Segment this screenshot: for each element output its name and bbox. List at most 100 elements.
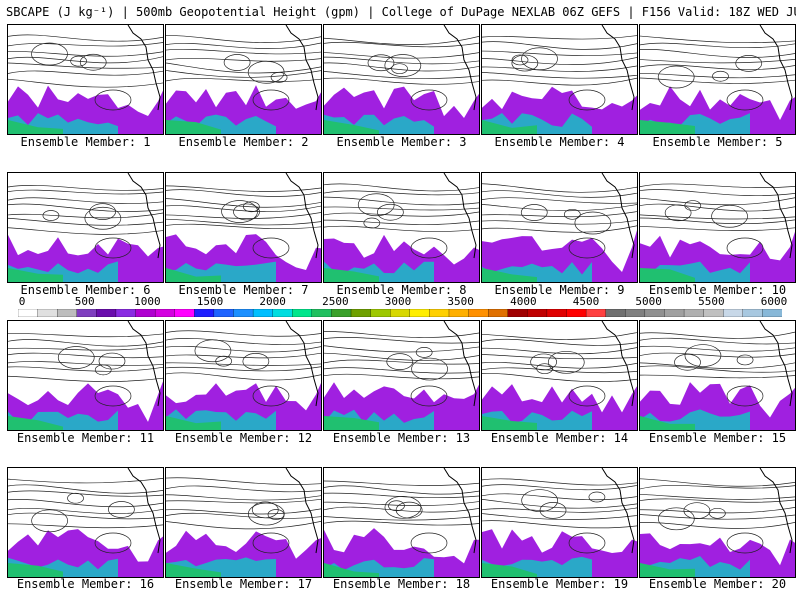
- colorbar-swatch: [194, 309, 215, 317]
- colorbar-tick-label: 6000: [760, 295, 788, 308]
- colorbar-swatch: [605, 309, 626, 317]
- height-contours: [8, 477, 163, 554]
- map-canvas: [482, 173, 637, 282]
- cape-shading: [8, 234, 163, 282]
- colorbar-swatch: [723, 309, 744, 317]
- ensemble-panel: [323, 467, 480, 578]
- cape-shading: [166, 530, 321, 577]
- ensemble-panel: [323, 172, 480, 283]
- member-label: Ensemble Member: 17: [174, 577, 313, 591]
- ensemble-panel: [7, 467, 164, 578]
- height-contours: [8, 34, 163, 111]
- map-canvas: [166, 321, 321, 430]
- map-canvas: [482, 468, 637, 577]
- colorbar-swatch: [37, 309, 58, 317]
- cape-shading: [640, 231, 795, 282]
- height-contours: [324, 35, 479, 111]
- colorbar-swatch: [18, 309, 39, 317]
- member-label: Ensemble Member: 4: [494, 135, 625, 149]
- map-canvas: [324, 25, 479, 134]
- colorbar-tick-label: 5000: [635, 295, 662, 308]
- member-label: Ensemble Member: 13: [332, 431, 471, 445]
- colorbar-tick-label: 3500: [447, 295, 474, 308]
- map-canvas: [166, 173, 321, 282]
- ensemble-panel: [481, 467, 638, 578]
- height-contours: [482, 183, 637, 259]
- map-canvas: [166, 25, 321, 134]
- cape-shading: [324, 528, 479, 577]
- cape-shading: [640, 529, 795, 577]
- height-contours: [166, 330, 321, 407]
- colorbar-swatch: [644, 309, 666, 317]
- coastline: [443, 173, 477, 259]
- colorbar-swatch: [527, 309, 548, 317]
- coastline: [601, 25, 635, 111]
- ensemble-panel: [639, 24, 796, 135]
- height-contours: [324, 183, 479, 259]
- coastline: [285, 321, 319, 407]
- colorbar-swatch: [488, 309, 509, 317]
- colorbar-swatch: [566, 309, 587, 317]
- cape-shading: [482, 384, 637, 430]
- colorbar-tick-label: 500: [74, 295, 95, 308]
- colorbar-swatch: [703, 309, 724, 317]
- member-label: Ensemble Member: 16: [16, 577, 155, 591]
- map-canvas: [8, 321, 163, 430]
- colorbar-swatch: [135, 309, 156, 317]
- ensemble-panel: [7, 172, 164, 283]
- colorbar-swatch: [585, 309, 607, 317]
- map-canvas: [640, 25, 795, 134]
- ensemble-panel: [481, 172, 638, 283]
- map-canvas: [482, 25, 637, 134]
- map-canvas: [482, 321, 637, 430]
- colorbar-tick-label: 2000: [259, 295, 286, 308]
- colorbar-swatch: [429, 309, 450, 317]
- coastline: [759, 321, 793, 407]
- member-label: Ensemble Member: 2: [178, 135, 309, 149]
- colorbar-swatch: [742, 309, 764, 317]
- coastline: [443, 25, 477, 111]
- cape-shading: [324, 234, 479, 282]
- colorbar-tick-label: 2500: [322, 295, 349, 308]
- height-contours: [482, 332, 637, 407]
- map-canvas: [8, 173, 163, 282]
- cape-shading: [166, 85, 321, 134]
- member-label: Ensemble Member: 11: [16, 431, 155, 445]
- height-contours: [324, 480, 479, 554]
- member-label: Ensemble Member: 18: [332, 577, 471, 591]
- map-title: SBCAPE (J kg⁻¹) | 500mb Geopotential Hei…: [6, 5, 796, 19]
- coastline: [759, 25, 793, 111]
- cape-shading: [8, 85, 163, 134]
- cape-colorbar: [18, 309, 782, 317]
- member-label: Ensemble Member: 3: [336, 135, 467, 149]
- height-contours: [166, 34, 321, 111]
- colorbar-swatch: [390, 309, 411, 317]
- colorbar-swatch: [664, 309, 685, 317]
- colorbar-swatch: [546, 309, 568, 317]
- colorbar-swatch: [409, 309, 431, 317]
- member-label: Ensemble Member: 14: [490, 431, 629, 445]
- ensemble-panel: [165, 172, 322, 283]
- colorbar-swatch: [292, 309, 313, 317]
- coastline: [443, 468, 477, 554]
- member-label: Ensemble Member: 6: [20, 283, 151, 297]
- member-label: Ensemble Member: 19: [490, 577, 629, 591]
- coastline: [759, 173, 793, 259]
- height-contours: [640, 35, 795, 111]
- colorbar-swatch: [448, 309, 470, 317]
- height-contours: [166, 477, 321, 554]
- colorbar-swatch: [507, 309, 528, 317]
- colorbar-swatch: [762, 309, 782, 317]
- cape-shading: [324, 381, 479, 430]
- colorbar-swatch: [311, 309, 333, 317]
- ensemble-panel: [481, 24, 638, 135]
- ensemble-panel: [323, 320, 480, 431]
- colorbar-swatch: [57, 309, 78, 317]
- colorbar-tick-label: 0: [18, 295, 26, 308]
- colorbar-swatch: [174, 309, 195, 317]
- cape-shading: [324, 86, 479, 134]
- colorbar-swatch: [272, 309, 293, 317]
- ensemble-panel: [165, 467, 322, 578]
- colorbar-tick-label: 5500: [698, 295, 725, 308]
- coastline: [127, 173, 161, 259]
